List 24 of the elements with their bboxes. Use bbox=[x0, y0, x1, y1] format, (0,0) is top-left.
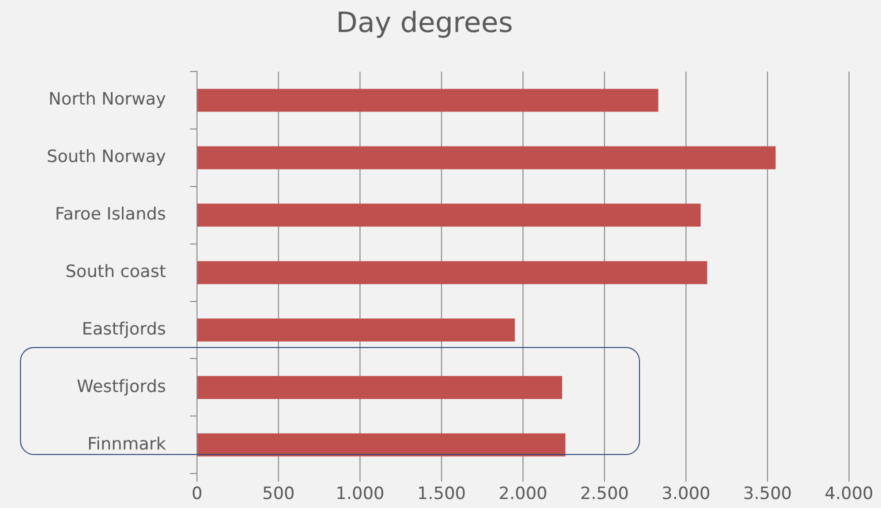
x-tick-label: 3.000 bbox=[662, 484, 710, 504]
bar bbox=[198, 261, 708, 284]
bar bbox=[198, 433, 566, 456]
bar bbox=[198, 146, 776, 170]
bar bbox=[198, 376, 562, 399]
x-tick-label: 2.000 bbox=[498, 484, 548, 504]
y-tick-label: North Norway bbox=[48, 90, 166, 110]
bar bbox=[198, 204, 701, 227]
x-tick-label: 4.000 bbox=[824, 484, 874, 504]
x-tick-label: 1.500 bbox=[417, 484, 466, 504]
bar bbox=[198, 88, 658, 112]
y-tick-label: Faroe Islands bbox=[55, 204, 166, 225]
x-tick-label: 500 bbox=[262, 484, 295, 504]
y-tick-label: Eastfjords bbox=[82, 319, 166, 340]
y-tick-label: Westfjords bbox=[76, 376, 166, 397]
y-tick-label: South coast bbox=[66, 262, 166, 282]
x-tick-label: 3.500 bbox=[743, 484, 792, 504]
x-tick-label: 1.000 bbox=[336, 484, 384, 504]
y-tick-label: South Norway bbox=[46, 147, 166, 168]
chart-title: Day degrees bbox=[336, 6, 513, 40]
x-tick-label: 0 bbox=[192, 484, 202, 504]
y-tick-label: Finnmark bbox=[87, 434, 166, 454]
x-tick-label: 2.500 bbox=[580, 484, 629, 504]
bar bbox=[198, 318, 515, 342]
